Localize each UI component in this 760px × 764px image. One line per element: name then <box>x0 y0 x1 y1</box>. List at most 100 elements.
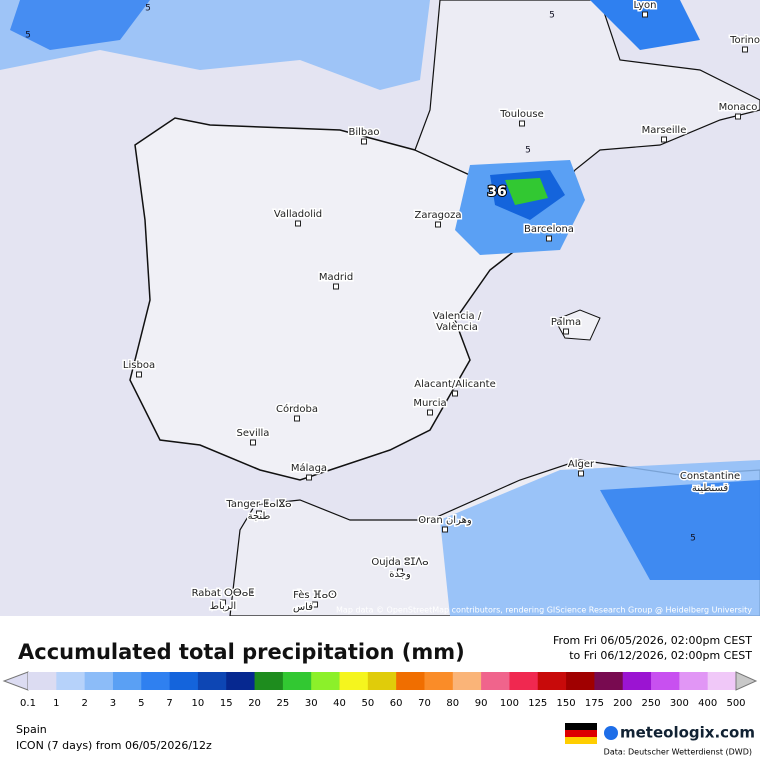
city-label: الرباط <box>210 601 236 612</box>
legend-label: 80 <box>446 698 459 709</box>
legend-swatch <box>197 672 227 690</box>
city-marker <box>642 11 648 18</box>
legend-swatch <box>84 672 114 690</box>
legend-swatch <box>537 672 567 690</box>
city-marker <box>519 120 525 127</box>
city-label: Lyon <box>633 0 656 11</box>
city-marker <box>306 474 312 481</box>
legend-label: 150 <box>557 698 576 709</box>
date-from: From Fri 06/05/2026, 02:00pm CEST <box>553 634 752 647</box>
legend-label: 70 <box>418 698 431 709</box>
city-label: Valladolid <box>274 209 322 220</box>
title: Accumulated total precipitation (mm) <box>18 640 465 664</box>
max-value: 36 <box>487 184 506 200</box>
city-marker <box>546 235 552 242</box>
contour-label: 5 <box>525 146 531 156</box>
contour-label: 5 <box>145 4 151 14</box>
legend-swatch <box>282 672 312 690</box>
city-label: Monaco <box>719 102 758 113</box>
legend-swatch <box>679 672 709 690</box>
city-marker <box>220 599 226 606</box>
city-marker <box>294 415 300 422</box>
legend-swatch <box>622 672 652 690</box>
city-marker <box>136 371 142 378</box>
city-marker <box>333 283 339 290</box>
legend-swatch <box>112 672 142 690</box>
attribution: Map data © OpenStreetMap contributors, r… <box>336 606 752 615</box>
legend-label: 15 <box>220 698 233 709</box>
city-marker <box>452 390 458 397</box>
city-label: Alacant/Alicante <box>414 379 495 390</box>
legend-label: 500 <box>726 698 745 709</box>
city-label: Toulouse <box>499 109 543 120</box>
city-marker <box>742 46 748 53</box>
city-label: Lisboa <box>123 360 155 371</box>
city-marker <box>435 221 441 228</box>
city-marker <box>563 328 569 335</box>
legend-label: 0.1 <box>20 698 36 709</box>
city-marker <box>661 136 667 143</box>
legend-label: 50 <box>361 698 374 709</box>
city-label: Madrid <box>319 272 353 283</box>
legend-swatch <box>452 672 482 690</box>
model-run: ICON (7 days) from 06/05/2026/12z <box>16 739 212 752</box>
legend-label: 10 <box>192 698 205 709</box>
legend-label: 250 <box>641 698 660 709</box>
region: Spain <box>16 723 47 736</box>
city-label: Zaragoza <box>414 210 461 221</box>
city-label: València <box>436 321 478 333</box>
legend-swatch <box>311 672 341 690</box>
city-marker <box>442 526 448 533</box>
legend-label: 175 <box>585 698 604 709</box>
legend-swatch <box>141 672 171 690</box>
city-label: قسنطينة <box>692 483 729 494</box>
precip-area <box>505 178 548 205</box>
legend-swatch <box>481 672 510 690</box>
legend-swatch <box>339 672 369 690</box>
city-marker <box>295 220 301 227</box>
precip-area <box>590 0 700 50</box>
city-label: Alger <box>568 459 595 470</box>
legend-label: 1 <box>53 698 59 709</box>
legend-swatch <box>594 672 624 690</box>
precip-area <box>10 0 150 50</box>
city-marker <box>256 510 262 517</box>
brand: meteologix.com <box>620 724 755 742</box>
data-source: Data: Deutscher Wetterdienst (DWD) <box>604 748 752 757</box>
legend-swatch <box>169 672 199 690</box>
city-label: Constantine <box>680 471 740 482</box>
legend-swatch <box>707 672 737 690</box>
city-label: Murcia <box>413 398 446 409</box>
legend-label: 400 <box>698 698 717 709</box>
city-label: Rabat ⵔⴱⴰⵟ <box>192 588 255 599</box>
legend-swatch <box>509 672 539 690</box>
legend-label: 30 <box>305 698 318 709</box>
legend-swatch <box>56 672 86 690</box>
city-marker <box>312 601 318 608</box>
legend-label: 2 <box>81 698 87 709</box>
city-label: Valencia / <box>433 311 482 322</box>
contour-label: 5 <box>25 31 31 41</box>
date-to: to Fri 06/12/2026, 02:00pm CEST <box>569 649 752 662</box>
contour-label: 5 <box>549 11 555 21</box>
legend-label: 20 <box>248 698 261 709</box>
flag <box>565 723 597 730</box>
city-marker <box>578 470 584 477</box>
flag <box>565 737 597 744</box>
city-label: Fès ⴼⴰⵙ <box>293 589 337 601</box>
city-marker <box>397 568 403 575</box>
city-label: Barcelona <box>524 224 574 235</box>
contour-label: 5 <box>690 534 696 544</box>
city-label: Bilbao <box>348 127 379 138</box>
legend-swatch <box>424 672 454 690</box>
legend-label: 7 <box>166 698 172 709</box>
legend-swatch <box>254 672 284 690</box>
legend-end <box>735 671 758 691</box>
city-label: Málaga <box>291 462 327 474</box>
legend-label: 60 <box>390 698 403 709</box>
city-label: فاس <box>293 602 313 613</box>
city-label: Tanger ⵟⴰⵏⴵⴰ <box>225 499 291 510</box>
city-marker <box>250 439 256 446</box>
